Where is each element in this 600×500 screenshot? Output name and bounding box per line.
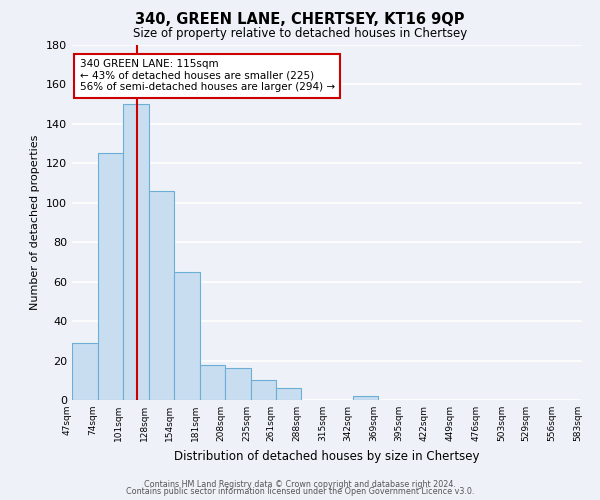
Y-axis label: Number of detached properties: Number of detached properties xyxy=(31,135,40,310)
Text: 340, GREEN LANE, CHERTSEY, KT16 9QP: 340, GREEN LANE, CHERTSEY, KT16 9QP xyxy=(135,12,465,28)
Bar xyxy=(353,396,379,400)
Text: Size of property relative to detached houses in Chertsey: Size of property relative to detached ho… xyxy=(133,28,467,40)
Bar xyxy=(149,191,174,400)
X-axis label: Distribution of detached houses by size in Chertsey: Distribution of detached houses by size … xyxy=(174,450,480,462)
Bar xyxy=(98,154,124,400)
Bar xyxy=(225,368,251,400)
Bar xyxy=(124,104,149,400)
Bar xyxy=(582,396,600,400)
Bar xyxy=(174,272,199,400)
Bar xyxy=(275,388,301,400)
Text: 340 GREEN LANE: 115sqm
← 43% of detached houses are smaller (225)
56% of semi-de: 340 GREEN LANE: 115sqm ← 43% of detached… xyxy=(80,59,335,92)
Bar xyxy=(72,343,98,400)
Text: Contains public sector information licensed under the Open Government Licence v3: Contains public sector information licen… xyxy=(126,487,474,496)
Bar xyxy=(199,364,225,400)
Text: Contains HM Land Registry data © Crown copyright and database right 2024.: Contains HM Land Registry data © Crown c… xyxy=(144,480,456,489)
Bar xyxy=(251,380,275,400)
